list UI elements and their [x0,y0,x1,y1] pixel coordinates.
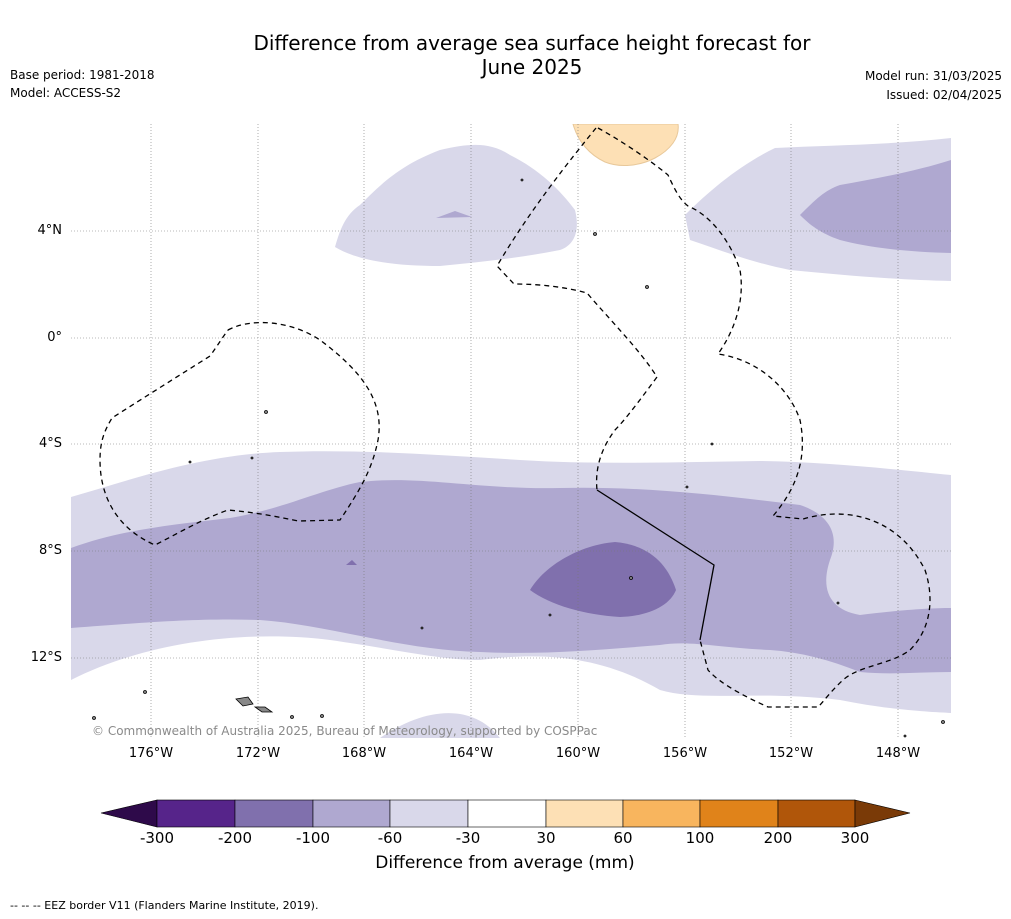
lon-label-156w: 156°W [662,746,708,761]
anomaly-band-light-north-west [335,144,577,266]
lat-label-0: 0° [47,330,62,345]
colorbar-tick: 200 [763,829,793,847]
colorbar-tick: -300 [139,829,175,847]
lon-label-160w: 160°W [555,746,601,761]
eez-footnote: -- -- -- EEZ border V11 (Flanders Marine… [10,899,319,912]
copyright-notice: © Commonwealth of Australia 2025, Bureau… [92,724,598,738]
islands [92,178,945,738]
anomaly-band-light-south-tail [380,713,500,738]
colorbar-extend-high [854,799,911,828]
lat-label-12s: 12°S [30,650,62,665]
model-name: Model: ACCESS-S2 [10,86,122,100]
anomaly-spot-north [436,211,472,218]
anomaly-positive-patch [572,124,679,166]
lon-label-152w: 152°W [768,746,814,761]
lat-label-4n: 4°N [37,223,63,238]
eez-solid-border [596,489,715,641]
colorbar-tick: 30 [536,829,556,847]
lon-label-172w: 172°W [235,746,281,761]
lon-label-168w: 168°W [341,746,387,761]
model-run: Model run: 31/03/2025 [864,69,1002,83]
issued-date: Issued: 02/04/2025 [886,88,1002,102]
anomaly-band-medium-south [71,480,951,674]
colorbar-tick: -60 [377,829,403,847]
colorbar-tick: 300 [840,829,870,847]
map-title-line-2: June 2025 [481,55,583,79]
colorbar-tick: -30 [455,829,481,847]
anomaly-spot-small [346,560,357,565]
lon-label-148w: 148°W [875,746,921,761]
colorbar-tick: 100 [685,829,715,847]
colorbar-tick: -200 [217,829,253,847]
lon-label-176w: 176°W [128,746,174,761]
colorbar-tick: -100 [295,829,331,847]
lat-label-8s: 8°S [38,543,62,558]
map-title-line-1: Difference from average sea surface heig… [253,31,811,55]
base-period: Base period: 1981-2018 [10,68,155,82]
lon-label-164w: 164°W [448,746,494,761]
graticule [71,124,951,738]
eez-borders [99,127,931,708]
colorbar [100,799,911,828]
anomaly-band-medium-north-east [800,160,951,253]
lat-label-4s: 4°S [38,436,62,451]
colorbar-extend-low [100,799,158,828]
colorbar-label: Difference from average (mm) [375,853,635,873]
anomaly-band-white-south [71,636,951,738]
colorbar-tick: 60 [613,829,633,847]
anomaly-core-dark [530,542,676,617]
